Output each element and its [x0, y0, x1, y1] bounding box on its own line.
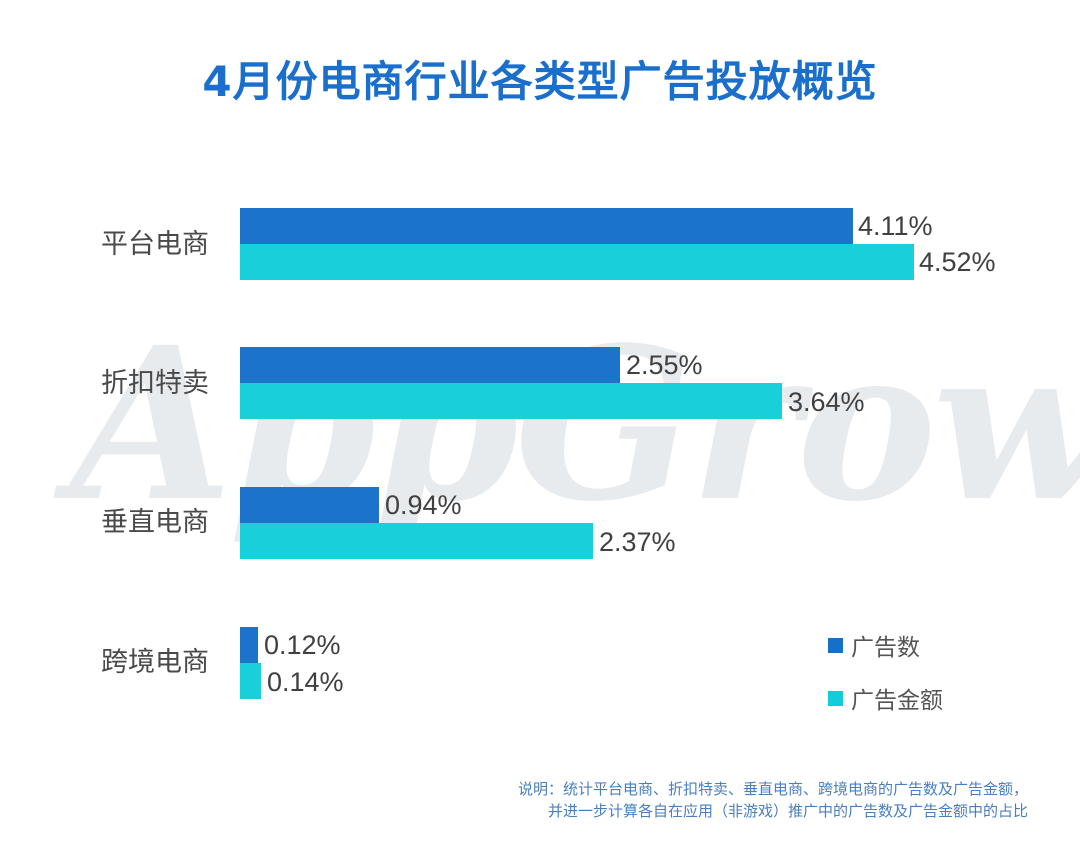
value-label: 0.14% — [267, 667, 344, 697]
bar-ad-amount — [240, 383, 782, 419]
footnote-line: 并进一步计算各自在应用（非游戏）推广中的广告数及广告金额中的占比 — [547, 802, 1028, 820]
bar-ad-amount — [240, 523, 593, 559]
bar-ad-count — [240, 208, 853, 244]
legend-item-ad-amount: 广告金额 — [828, 681, 943, 715]
bar-ad-count — [240, 487, 379, 523]
chart-title: 4月份电商行业各类型广告投放概览 — [202, 57, 878, 106]
bar-ad-count — [240, 347, 620, 383]
footnote: 说明：统计平台电商、折扣特卖、垂直电商、跨境电商的广告数及广告金额， 并进一步计… — [518, 778, 1028, 822]
bar-ad-count — [240, 627, 258, 663]
value-label: 4.52% — [919, 247, 996, 277]
footnote-line: 说明：统计平台电商、折扣特卖、垂直电商、跨境电商的广告数及广告金额， — [517, 780, 1028, 798]
value-label: 2.55% — [626, 350, 703, 380]
category-label: 折扣特卖 — [101, 368, 209, 399]
category-label: 平台电商 — [101, 229, 209, 260]
legend-swatch-icon — [828, 690, 843, 706]
bar-ad-amount — [240, 663, 261, 699]
bar-ad-amount — [240, 244, 914, 280]
category-label: 跨境电商 — [101, 647, 209, 678]
legend-item-ad-count: 广告数 — [828, 628, 920, 662]
value-label: 3.64% — [788, 387, 865, 417]
legend-swatch-icon — [828, 637, 843, 653]
legend-label: 广告数 — [851, 635, 920, 661]
value-label: 0.12% — [264, 630, 341, 660]
category-label: 垂直电商 — [101, 507, 209, 538]
value-label: 4.11% — [858, 211, 933, 241]
legend-label: 广告金额 — [851, 688, 943, 714]
value-label: 2.37% — [599, 527, 676, 557]
value-label: 0.94% — [385, 490, 462, 520]
